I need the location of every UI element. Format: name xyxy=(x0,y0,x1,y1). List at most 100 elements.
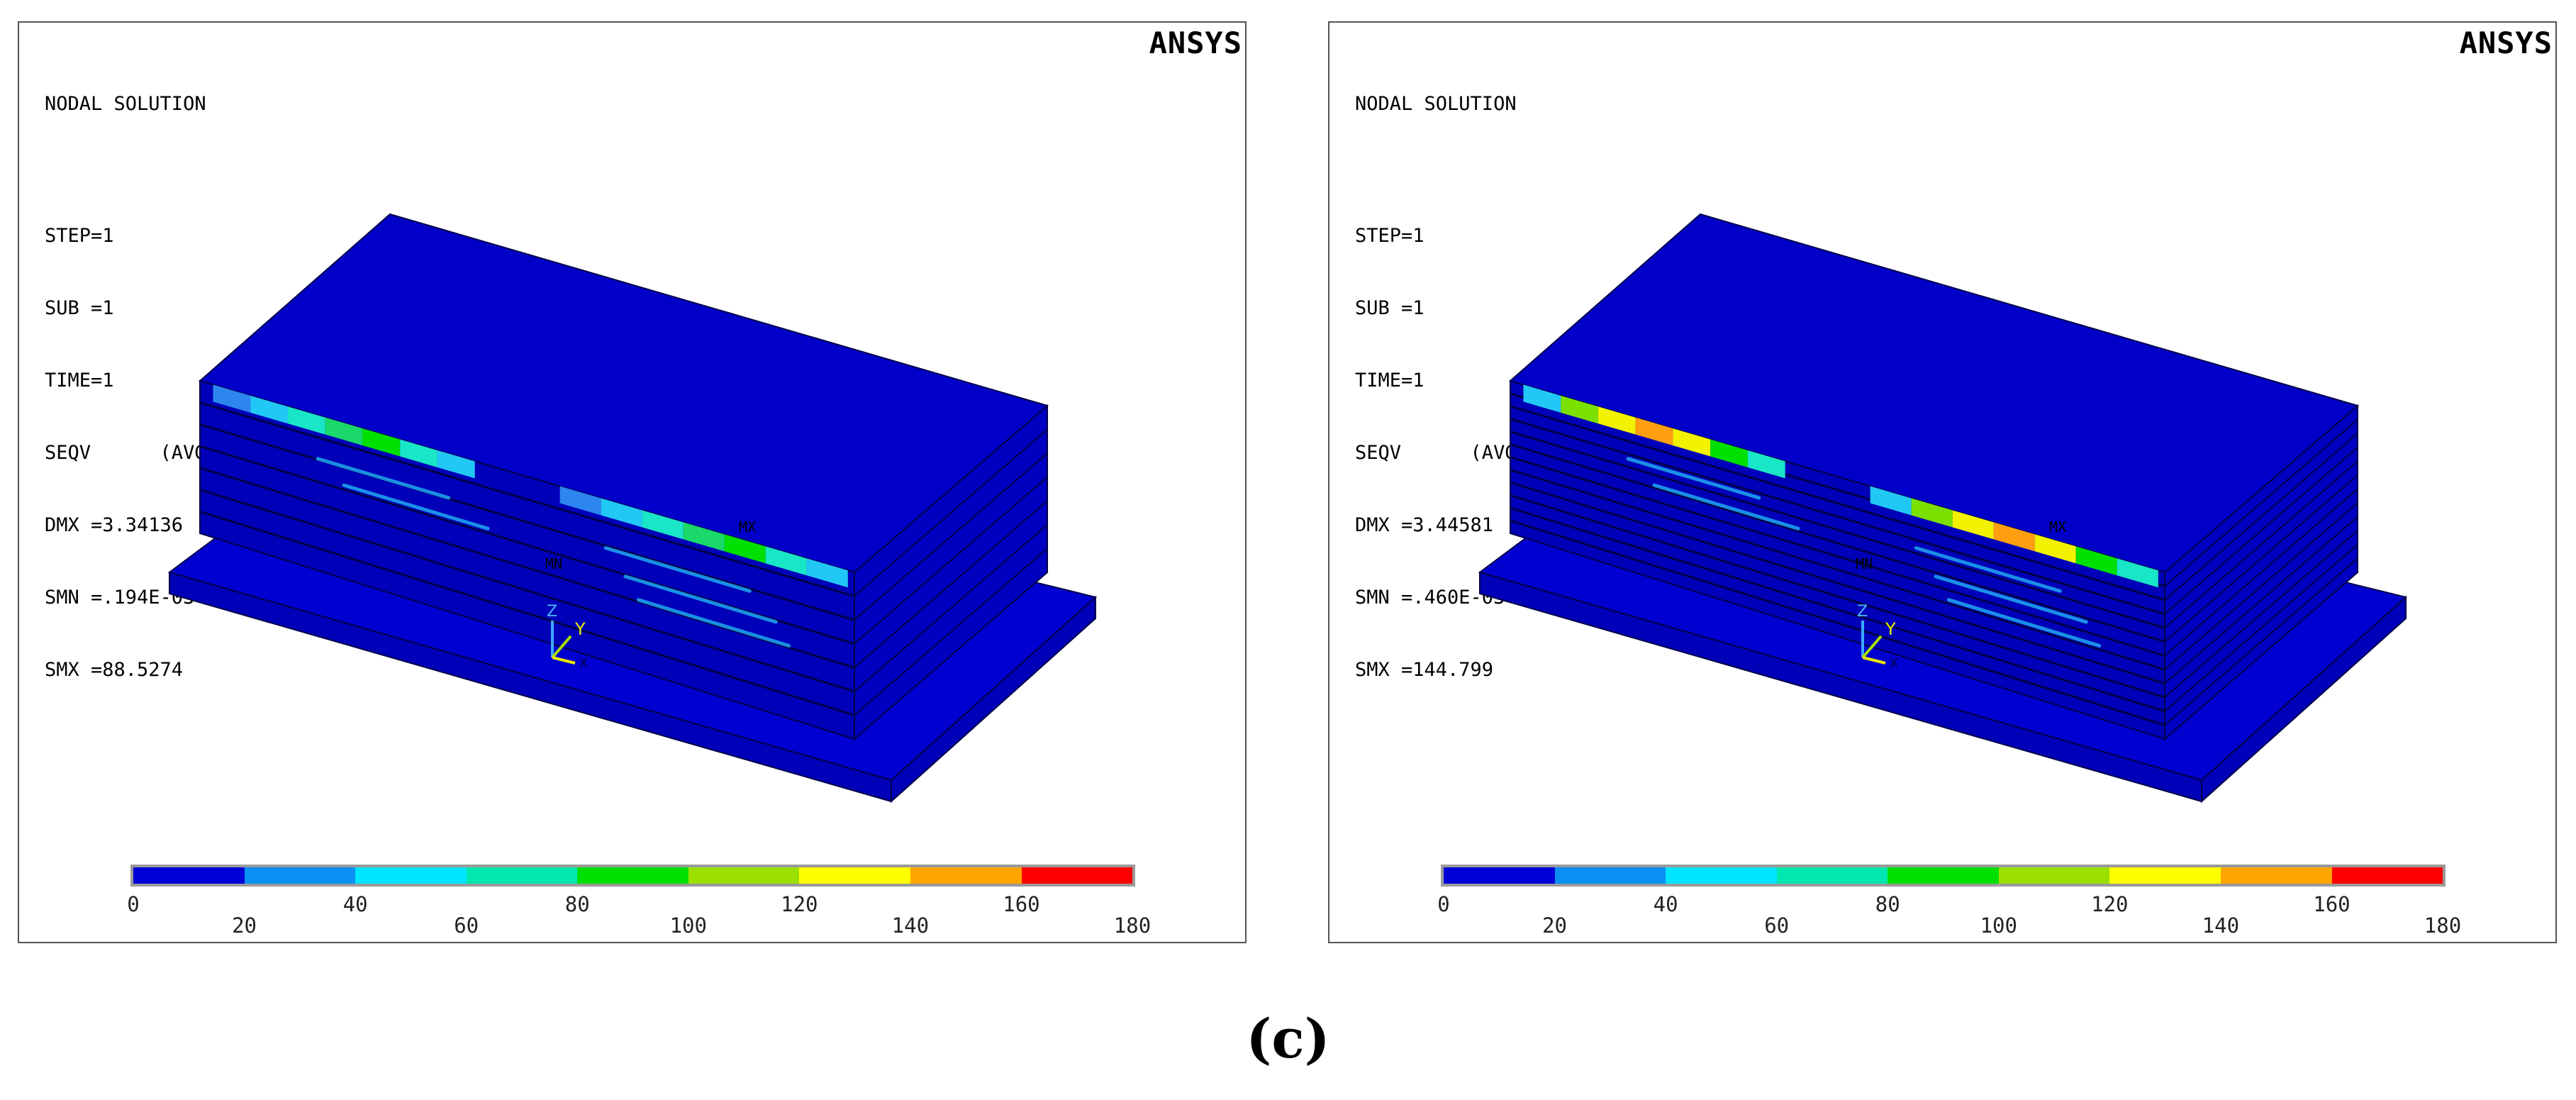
layer-line xyxy=(2164,530,2358,699)
layer-line xyxy=(2164,418,2358,587)
stress-streak xyxy=(342,483,490,530)
layer-line xyxy=(854,428,1048,597)
triad-x-axis xyxy=(1862,656,1886,665)
base-plate-side xyxy=(891,595,1096,804)
stress-band-segment xyxy=(601,498,642,528)
step-label: STEP=1 xyxy=(45,225,114,247)
stress-band-segment xyxy=(250,395,288,424)
sub-label: SUB =1 xyxy=(1355,297,1424,319)
layer-line xyxy=(2164,446,2358,615)
legend-tick-label: 0 xyxy=(1437,892,1450,916)
max-marker: MX xyxy=(2049,518,2066,535)
layer-line xyxy=(1510,405,2165,601)
layer-line xyxy=(1510,519,2165,726)
triad-y-axis xyxy=(551,635,572,659)
stress-band-segment xyxy=(642,510,684,540)
layer-line xyxy=(1510,430,2165,629)
legend-color-segment xyxy=(1776,867,1888,884)
stress-streak xyxy=(603,546,752,593)
solution-title: NODAL SOLUTION xyxy=(45,93,206,115)
legend-color-segment xyxy=(1666,867,1777,884)
smx-label: SMX =88.5274 xyxy=(45,659,184,681)
legend-color-segment xyxy=(1998,867,2110,884)
stress-band-segment xyxy=(437,450,475,479)
stress-band-segment xyxy=(287,406,325,435)
layer-line xyxy=(1510,443,2165,643)
ansys-logo: ANSYS xyxy=(1149,26,1242,60)
stress-band-segment xyxy=(1523,384,1561,413)
stress-streak xyxy=(1934,574,2088,624)
layer-line xyxy=(854,548,1048,716)
legend-tick-label: 80 xyxy=(564,892,590,916)
layer-line xyxy=(199,467,855,669)
legend-color-segment xyxy=(799,867,910,884)
legend-color-segment xyxy=(466,867,578,884)
stress-band-segment xyxy=(1870,486,1912,516)
triad-z-label: Z xyxy=(547,603,557,621)
legend-tick-label: 140 xyxy=(891,913,930,938)
layer-line xyxy=(2164,557,2358,726)
legend-tick-label: 160 xyxy=(1003,892,1040,916)
legend-tick-label: 0 xyxy=(127,892,140,916)
layer-line xyxy=(2164,460,2358,629)
fe-model-left: MN MX ZY X xyxy=(167,213,1098,804)
stress-streak xyxy=(1652,483,1800,530)
legend-tick-label: 40 xyxy=(1653,892,1678,916)
legend-tick-label: 160 xyxy=(2313,892,2351,916)
legend-color-segment xyxy=(577,867,688,884)
triad-x-axis xyxy=(552,656,576,665)
layer-line xyxy=(199,423,855,621)
stress-band-segment xyxy=(1747,450,1785,479)
legend-tick-label: 120 xyxy=(2091,892,2129,916)
triad-z-label: Z xyxy=(1857,603,1868,621)
color-legend-bar xyxy=(1441,865,2446,887)
layer-line xyxy=(1510,506,2165,713)
triad-x-label: X xyxy=(579,656,588,671)
layer-line xyxy=(2164,488,2358,657)
stress-band-segment xyxy=(1993,522,2035,552)
triad-y-label: Y xyxy=(1885,619,1896,639)
stress-band-segment xyxy=(2075,546,2117,576)
legend-tick-label: 60 xyxy=(1764,913,1790,938)
stress-band-segment xyxy=(806,558,848,588)
layer-line xyxy=(1510,468,2165,671)
max-marker: MX xyxy=(739,518,756,535)
ansys-panel-left: ANSYS NODAL SOLUTION STEP=1 SUB =1 TIME=… xyxy=(18,21,1247,943)
stress-band-segment xyxy=(2034,534,2076,564)
stress-band-segment xyxy=(1911,498,1953,528)
layer-line xyxy=(199,489,855,693)
stress-band-segment xyxy=(1598,406,1636,435)
layer-line xyxy=(2164,516,2358,684)
legend-tick-label: 180 xyxy=(2424,913,2462,938)
legend-tick-label: 120 xyxy=(781,892,818,916)
stress-streak xyxy=(1914,546,2062,593)
legend-color-segment xyxy=(2331,867,2443,884)
block-top-face xyxy=(198,213,1049,574)
solution-info-left: NODAL SOLUTION STEP=1 SUB =1 TIME=1 SEQV… xyxy=(45,44,218,730)
color-legend-bar xyxy=(130,865,1135,887)
layer-line xyxy=(1510,481,2165,685)
legend-color-segment xyxy=(1888,867,1999,884)
dmx-label: DMX =3.34136 xyxy=(45,514,184,536)
fe-model-right: MN MX ZY X xyxy=(1478,213,2408,804)
stress-band-segment xyxy=(724,534,766,564)
triad-x-label: X xyxy=(1890,656,1898,671)
triad-y-label: Y xyxy=(574,619,586,639)
layer-line xyxy=(199,510,855,716)
legend-color-segment xyxy=(688,867,800,884)
legend-color-segment xyxy=(355,867,467,884)
legend-tick-label: 40 xyxy=(342,892,368,916)
legend-tick-label: 80 xyxy=(1875,892,1900,916)
stress-band-segment xyxy=(1710,439,1748,467)
stress-band-segment xyxy=(213,384,251,413)
layer-line xyxy=(854,452,1048,621)
stress-band-segment xyxy=(325,417,363,446)
layer-line xyxy=(1510,494,2165,699)
layer-line xyxy=(854,524,1048,692)
legend-tick-label: 20 xyxy=(1542,913,1568,938)
stress-band-segment xyxy=(400,439,437,467)
step-label: STEP=1 xyxy=(1355,225,1424,247)
layer-line xyxy=(1510,456,2165,657)
dmx-label: DMX =3.44581 xyxy=(1355,514,1494,536)
